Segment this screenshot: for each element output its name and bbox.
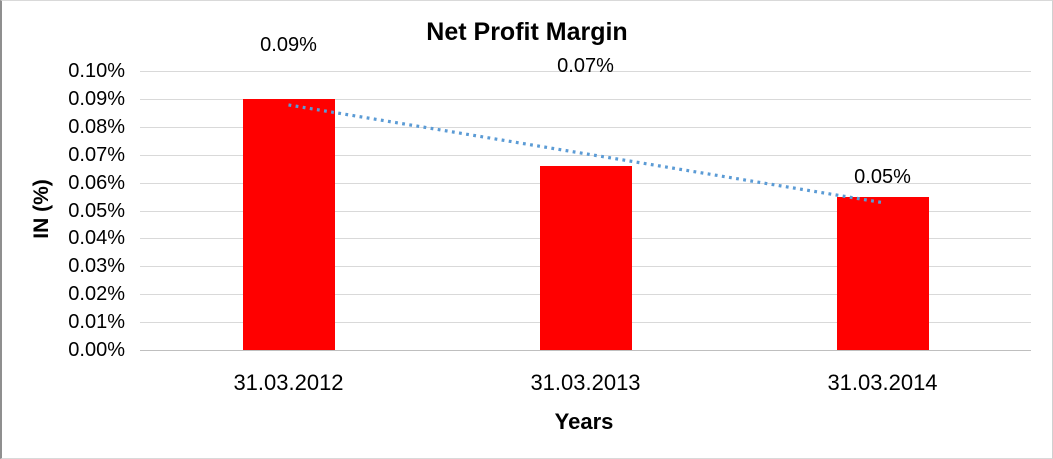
gridline xyxy=(140,98,1031,100)
gridline xyxy=(140,154,1031,156)
y-tick-label: 0.03% xyxy=(68,255,125,278)
y-tick-label: 0.00% xyxy=(68,339,125,361)
bar-31.03.2013[interactable] xyxy=(539,165,632,350)
x-axis-tick-labels: 31.03.2012 31.03.2013 31.03.2014 xyxy=(2,370,1052,396)
y-tick-label: 0.09% xyxy=(68,87,125,110)
x-tick-label: 31.03.2012 xyxy=(233,370,344,395)
bar-31.03.2012[interactable] xyxy=(242,98,335,350)
y-tick-label: 0.10% xyxy=(68,60,125,82)
gridline xyxy=(140,71,1031,72)
trendline[interactable] xyxy=(140,71,1031,350)
y-tick-label: 0.05% xyxy=(68,199,125,222)
y-tick-label: 0.02% xyxy=(68,283,125,306)
data-label: 0.05% xyxy=(854,166,911,188)
gridline xyxy=(140,126,1031,128)
y-tick-label: 0.06% xyxy=(68,171,125,194)
x-axis-line xyxy=(140,350,1031,351)
y-tick-label: 0.07% xyxy=(68,143,125,166)
chart-title: Net Profit Margin xyxy=(426,18,628,46)
y-tick-label: 0.01% xyxy=(68,311,125,334)
x-tick-label: 31.03.2014 xyxy=(827,370,938,395)
x-axis-title: Years xyxy=(554,409,614,434)
y-tick-label: 0.08% xyxy=(68,115,125,138)
data-label: 0.09% xyxy=(260,34,317,56)
x-tick-label: 31.03.2013 xyxy=(530,370,641,395)
plot-area xyxy=(140,71,1031,351)
trendline-dotted-line[interactable] xyxy=(288,103,883,205)
y-tick-label: 0.04% xyxy=(68,227,125,250)
data-label: 0.07% xyxy=(557,55,614,77)
bar-31.03.2014[interactable] xyxy=(836,196,929,350)
